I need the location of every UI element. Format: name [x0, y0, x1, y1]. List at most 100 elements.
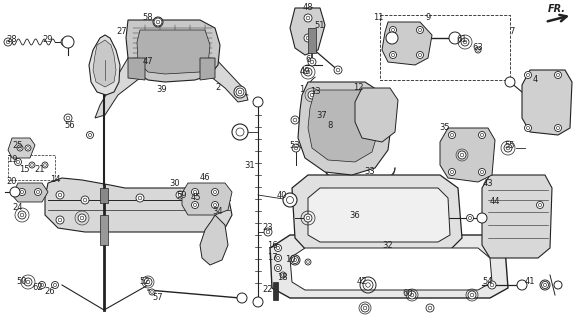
- Circle shape: [290, 255, 300, 265]
- Circle shape: [238, 90, 242, 94]
- Circle shape: [253, 297, 263, 307]
- Circle shape: [274, 254, 281, 261]
- Circle shape: [56, 191, 64, 199]
- Text: 32: 32: [383, 241, 393, 250]
- Text: 25: 25: [13, 140, 23, 149]
- Circle shape: [44, 164, 46, 166]
- Circle shape: [426, 304, 434, 312]
- Circle shape: [390, 52, 397, 59]
- Circle shape: [384, 129, 391, 135]
- Circle shape: [557, 126, 559, 130]
- Polygon shape: [270, 235, 508, 298]
- Circle shape: [408, 291, 416, 299]
- Circle shape: [387, 93, 390, 97]
- Circle shape: [58, 193, 62, 197]
- Text: FR.: FR.: [548, 4, 566, 14]
- Circle shape: [213, 204, 217, 207]
- Text: 29: 29: [43, 36, 53, 44]
- Circle shape: [280, 272, 286, 278]
- Circle shape: [40, 284, 44, 287]
- Circle shape: [540, 280, 550, 290]
- Circle shape: [192, 188, 199, 196]
- Circle shape: [62, 36, 74, 48]
- Circle shape: [321, 116, 329, 124]
- Circle shape: [206, 66, 210, 70]
- Polygon shape: [200, 215, 228, 265]
- Circle shape: [136, 194, 144, 202]
- Circle shape: [281, 274, 284, 276]
- Polygon shape: [93, 40, 116, 87]
- Text: 17: 17: [267, 253, 277, 262]
- Polygon shape: [8, 138, 35, 158]
- Circle shape: [538, 204, 541, 207]
- Circle shape: [334, 66, 342, 74]
- Polygon shape: [89, 35, 120, 95]
- Circle shape: [461, 38, 469, 46]
- Circle shape: [58, 218, 62, 222]
- Circle shape: [450, 133, 454, 137]
- Circle shape: [51, 282, 58, 289]
- Circle shape: [274, 265, 281, 271]
- Circle shape: [541, 282, 548, 289]
- Text: 52: 52: [140, 277, 150, 286]
- Circle shape: [470, 293, 474, 297]
- Circle shape: [80, 216, 84, 220]
- Circle shape: [410, 293, 414, 297]
- Text: 18: 18: [277, 274, 287, 283]
- Polygon shape: [308, 90, 378, 162]
- Text: 55: 55: [505, 140, 515, 149]
- Circle shape: [134, 66, 138, 70]
- Bar: [273, 282, 278, 300]
- Text: 36: 36: [350, 211, 360, 220]
- Circle shape: [318, 113, 332, 127]
- Circle shape: [333, 123, 343, 133]
- Text: 49: 49: [300, 68, 310, 76]
- Text: 39: 39: [157, 85, 167, 94]
- Text: 14: 14: [50, 175, 60, 185]
- Circle shape: [276, 267, 280, 269]
- Text: 45: 45: [191, 194, 201, 203]
- Circle shape: [16, 160, 20, 164]
- Circle shape: [211, 196, 219, 204]
- Circle shape: [387, 131, 390, 133]
- Text: 12: 12: [353, 84, 363, 92]
- Circle shape: [477, 213, 487, 223]
- Circle shape: [363, 280, 373, 290]
- Circle shape: [449, 132, 456, 139]
- Bar: [100, 215, 108, 245]
- Text: 57: 57: [152, 293, 164, 302]
- Text: 53: 53: [290, 140, 300, 149]
- Circle shape: [36, 190, 40, 194]
- Circle shape: [144, 278, 152, 286]
- Circle shape: [308, 91, 316, 99]
- Circle shape: [253, 97, 263, 107]
- Circle shape: [554, 71, 561, 78]
- Circle shape: [211, 188, 218, 196]
- Text: 8: 8: [327, 121, 333, 130]
- Circle shape: [88, 133, 92, 137]
- Polygon shape: [137, 30, 210, 74]
- Text: 35: 35: [440, 124, 450, 132]
- Circle shape: [294, 146, 298, 150]
- Circle shape: [304, 214, 312, 222]
- Circle shape: [418, 53, 422, 57]
- Circle shape: [308, 58, 316, 66]
- Circle shape: [236, 128, 244, 136]
- Circle shape: [15, 158, 22, 165]
- Bar: [308, 28, 316, 53]
- Text: 13: 13: [310, 87, 320, 97]
- Text: 37: 37: [317, 110, 328, 119]
- Circle shape: [30, 164, 33, 166]
- Circle shape: [449, 169, 456, 175]
- Circle shape: [20, 190, 23, 194]
- Circle shape: [526, 73, 530, 76]
- Circle shape: [391, 53, 395, 57]
- Circle shape: [56, 216, 64, 224]
- Circle shape: [66, 116, 70, 120]
- Circle shape: [554, 124, 561, 132]
- Text: 51: 51: [315, 20, 325, 29]
- Circle shape: [361, 304, 369, 312]
- Circle shape: [18, 211, 26, 219]
- Circle shape: [524, 124, 531, 132]
- Circle shape: [363, 131, 367, 133]
